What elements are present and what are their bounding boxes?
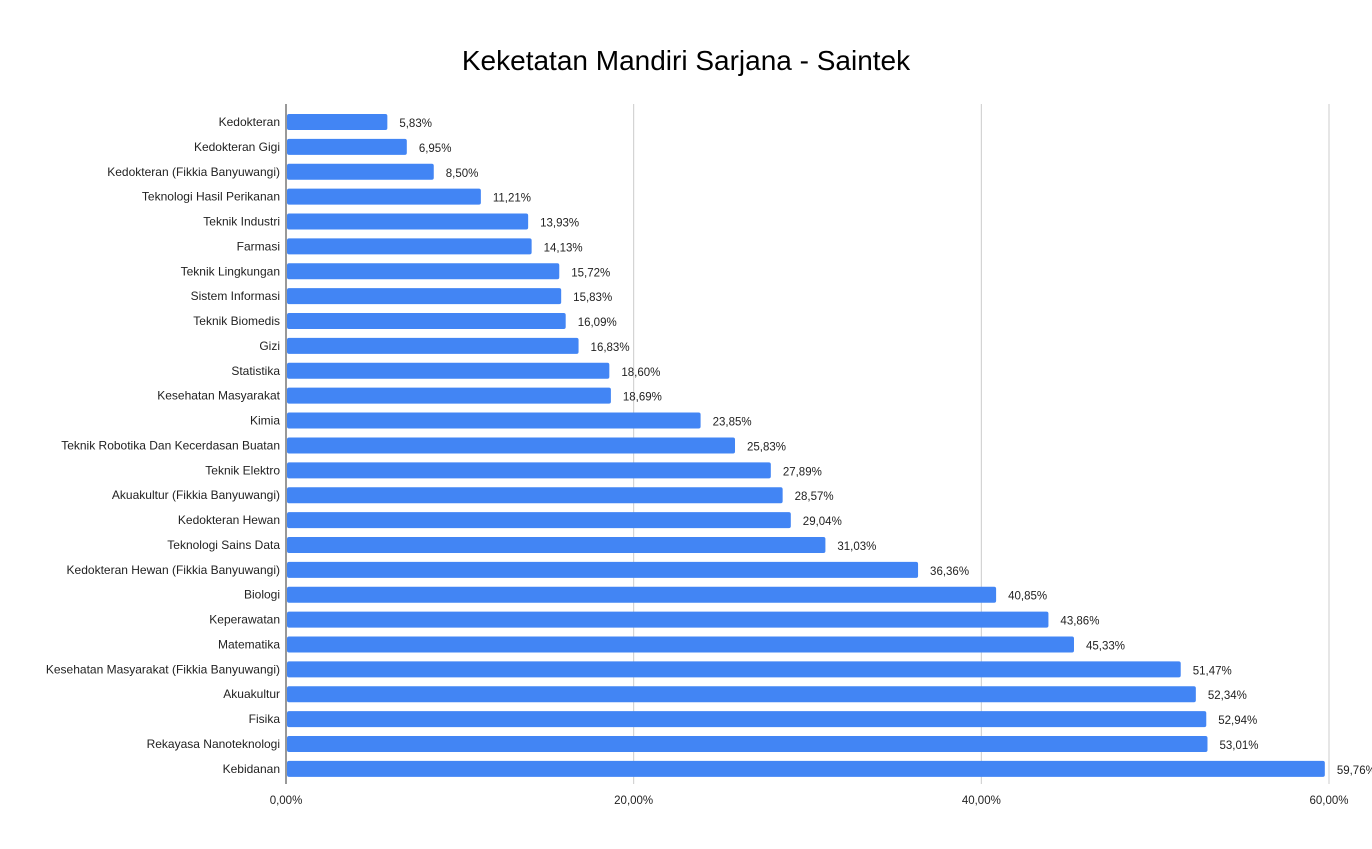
bar [287, 213, 529, 230]
bar [287, 636, 1074, 653]
data-labels: 5,83% 6,95% 8,50% 11,21% 13,93% 14,13% 15,72% 1… [399, 118, 1372, 777]
category-label: Teknik Industri [203, 215, 280, 229]
data-label: 36,36% [930, 566, 969, 578]
data-label: 15,72% [571, 267, 610, 279]
category-labels: Kedokteran Kedokteran Gigi Kedokteran (Fik… [46, 115, 281, 776]
data-label: 29,04% [803, 516, 842, 528]
data-label: 23,85% [713, 417, 752, 429]
category-label: Kesehatan Masyarakat [157, 389, 280, 403]
bar [287, 138, 407, 155]
bar [287, 238, 532, 255]
bar [287, 188, 481, 205]
category-label: Sistem Informasi [191, 289, 280, 303]
bar [287, 412, 701, 429]
data-label: 5,83% [399, 118, 432, 130]
bar [287, 163, 434, 180]
x-tick-label: 40,00% [962, 795, 1001, 807]
category-label: Gizi [259, 339, 280, 353]
data-label: 6,95% [419, 143, 452, 155]
category-label: Teknik Robotika Dan Kecerdasan Buatan [61, 438, 280, 452]
bar [287, 462, 771, 479]
bar [287, 487, 783, 504]
category-label: Teknik Elektro [205, 463, 280, 477]
category-label: Fisika [249, 712, 281, 726]
data-label: 53,01% [1219, 740, 1258, 752]
bar [287, 536, 826, 553]
category-label: Kedokteran (Fikkia Banyuwangi) [107, 165, 280, 179]
bars [287, 114, 1325, 777]
data-label: 45,33% [1086, 640, 1125, 652]
category-label: Teknologi Hasil Perikanan [142, 190, 280, 204]
category-label: Rekayasa Nanoteknologi [147, 737, 280, 751]
bar [287, 387, 611, 404]
category-label: Kebidanan [223, 762, 280, 776]
category-label: Akuakultur (Fikkia Banyuwangi) [112, 488, 280, 502]
category-label: Kesehatan Masyarakat (Fikkia Banyuwangi) [46, 662, 280, 676]
x-tick-label: 60,00% [1309, 795, 1348, 807]
category-label: Kedokteran Hewan (Fikkia Banyuwangi) [67, 563, 280, 577]
data-label: 18,69% [623, 392, 662, 404]
category-label: Teknik Lingkungan [181, 264, 280, 278]
category-label: Akuakultur [223, 687, 280, 701]
category-label: Teknologi Sains Data [167, 538, 280, 552]
bar [287, 512, 791, 529]
data-label: 11,21% [493, 193, 531, 205]
data-label: 8,50% [446, 168, 479, 180]
x-axis-ticks: 0,00% 20,00% 40,00% 60,00% [270, 795, 1349, 807]
x-tick-label: 0,00% [270, 795, 303, 807]
bar [287, 263, 560, 280]
data-label: 52,34% [1208, 690, 1247, 702]
bar [287, 711, 1207, 728]
data-label: 14,13% [544, 242, 583, 254]
x-tick-label: 20,00% [614, 795, 653, 807]
data-label: 59,76% [1337, 765, 1372, 777]
data-label: 52,94% [1218, 715, 1257, 727]
data-label: 40,85% [1008, 591, 1047, 603]
bar [287, 661, 1181, 678]
data-label: 28,57% [795, 491, 834, 503]
data-label: 16,83% [591, 342, 630, 354]
category-label: Biologi [244, 588, 280, 602]
data-label: 15,83% [573, 292, 612, 304]
category-label: Kedokteran [219, 115, 280, 129]
data-label: 51,47% [1193, 665, 1232, 677]
bar [287, 437, 736, 454]
bar [287, 561, 919, 578]
gridlines [633, 104, 1330, 784]
bar [287, 760, 1325, 777]
bar [287, 686, 1196, 703]
data-label: 43,86% [1060, 616, 1099, 628]
category-label: Teknik Biomedis [193, 314, 280, 328]
category-label: Farmasi [237, 239, 280, 253]
data-label: 31,03% [837, 541, 876, 553]
bar [287, 114, 388, 130]
category-label: Kimia [250, 414, 280, 428]
data-label: 25,83% [747, 441, 786, 453]
bar [287, 288, 562, 305]
bar [287, 586, 997, 603]
category-label: Kedokteran Hewan [178, 513, 280, 527]
data-label: 27,89% [783, 466, 822, 478]
category-label: Matematika [218, 637, 280, 651]
data-label: 16,09% [578, 317, 617, 329]
bar [287, 736, 1208, 752]
category-label: Statistika [231, 364, 280, 378]
data-label: 18,60% [621, 367, 660, 379]
bar [287, 611, 1049, 628]
bar [287, 362, 610, 379]
category-label: Keperawatan [209, 613, 280, 627]
bar [287, 337, 579, 354]
chart-title: Keketatan Mandiri Sarjana - Saintek [462, 45, 911, 76]
bar [287, 313, 566, 330]
data-label: 13,93% [540, 218, 579, 230]
category-label: Kedokteran Gigi [194, 140, 280, 154]
